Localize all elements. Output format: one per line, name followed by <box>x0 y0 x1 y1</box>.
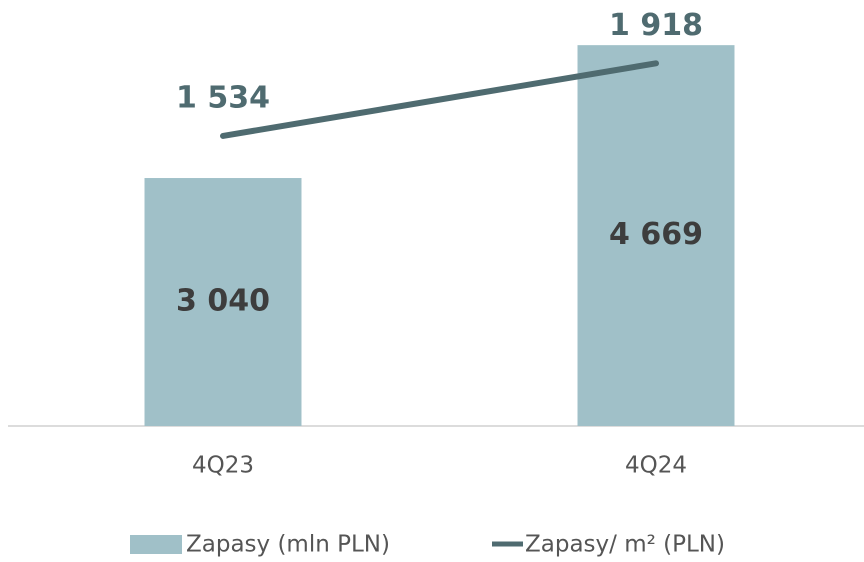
bar <box>144 178 302 426</box>
data-label: 4 669 <box>609 217 703 252</box>
data-label: 1 918 <box>609 8 703 43</box>
data-label: 1 534 <box>176 80 270 115</box>
x-tick-label: 4Q24 <box>625 453 687 479</box>
legend-label: Zapasy/ m² (PLN) <box>525 532 725 558</box>
bar <box>577 45 735 427</box>
legend-label: Zapasy (mln PLN) <box>186 532 390 558</box>
data-label: 3 040 <box>176 284 270 319</box>
legend-swatch <box>130 535 182 554</box>
line <box>220 60 659 139</box>
x-tick-label: 4Q23 <box>192 453 254 479</box>
